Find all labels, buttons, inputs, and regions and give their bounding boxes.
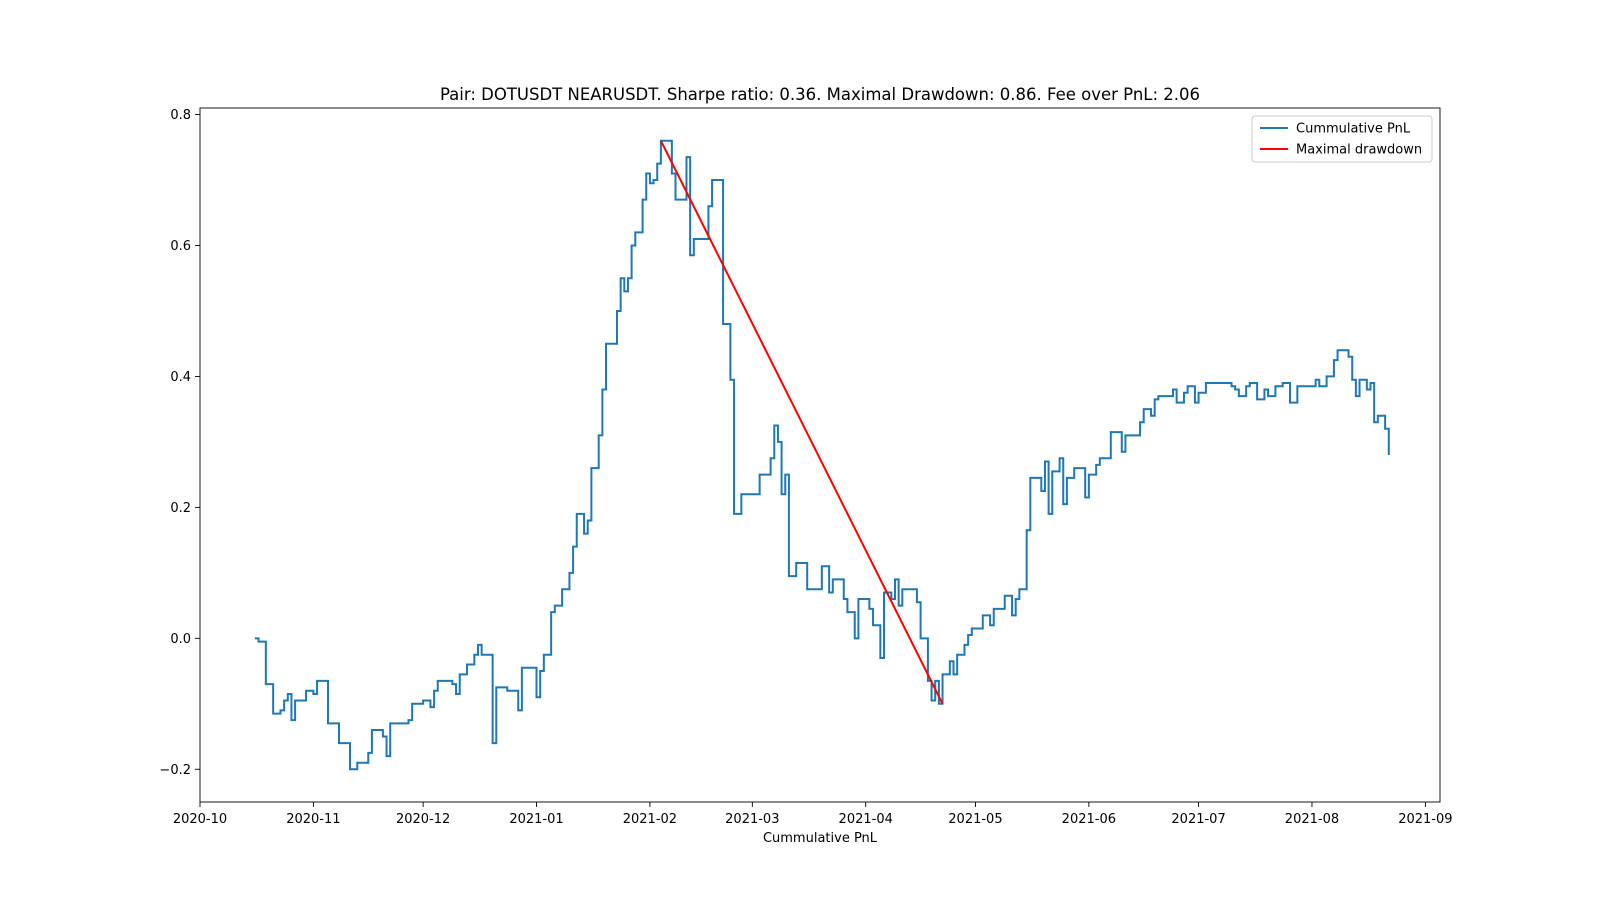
legend-label: Maximal drawdown xyxy=(1296,143,1422,158)
x-tick-label: 2021-09 xyxy=(1398,812,1452,827)
legend: Cummulative PnL Maximal drawdown xyxy=(1251,115,1433,163)
x-tick-label: 2021-07 xyxy=(1171,812,1225,827)
x-tick-label: 2021-01 xyxy=(509,812,563,827)
x-tick-label: 2020-11 xyxy=(286,812,340,827)
y-tick-label: 0.4 xyxy=(170,370,191,385)
y-tick-label: −0.2 xyxy=(159,763,191,778)
x-tick-label: 2021-02 xyxy=(623,812,677,827)
x-axis: 2020-10 2020-11 2020-12 2021-01 2021-02 2021-… xyxy=(173,802,1453,827)
plot-frame xyxy=(199,107,1441,803)
legend-label: Cummulative PnL xyxy=(1296,122,1411,137)
legend-box xyxy=(1251,115,1433,163)
x-tick-label: 2021-04 xyxy=(839,812,893,827)
x-tick-label: 2021-03 xyxy=(725,812,779,827)
x-tick-label: 2021-08 xyxy=(1285,812,1339,827)
maximal-drawdown-line xyxy=(659,140,944,705)
y-tick-label: 0.6 xyxy=(170,239,191,254)
y-tick-label: 0.2 xyxy=(170,501,191,516)
x-tick-label: 2021-06 xyxy=(1062,812,1116,827)
x-tick-label: 2020-12 xyxy=(396,812,450,827)
chart-title: Pair: DOTUSDT NEARUSDT. Sharpe ratio: 0.… xyxy=(440,85,1200,104)
y-tick-label: 0.0 xyxy=(170,632,191,647)
x-tick-label: 2020-10 xyxy=(173,812,227,827)
y-tick-label: 0.8 xyxy=(170,108,191,123)
y-axis: −0.2 0.0 0.2 0.4 0.6 0.8 xyxy=(159,108,200,778)
series-layer xyxy=(254,139,1390,771)
x-axis-label: Cummulative PnL xyxy=(763,831,878,846)
x-tick-label: 2021-05 xyxy=(948,812,1002,827)
cummulative-pnl-line xyxy=(254,139,1390,771)
